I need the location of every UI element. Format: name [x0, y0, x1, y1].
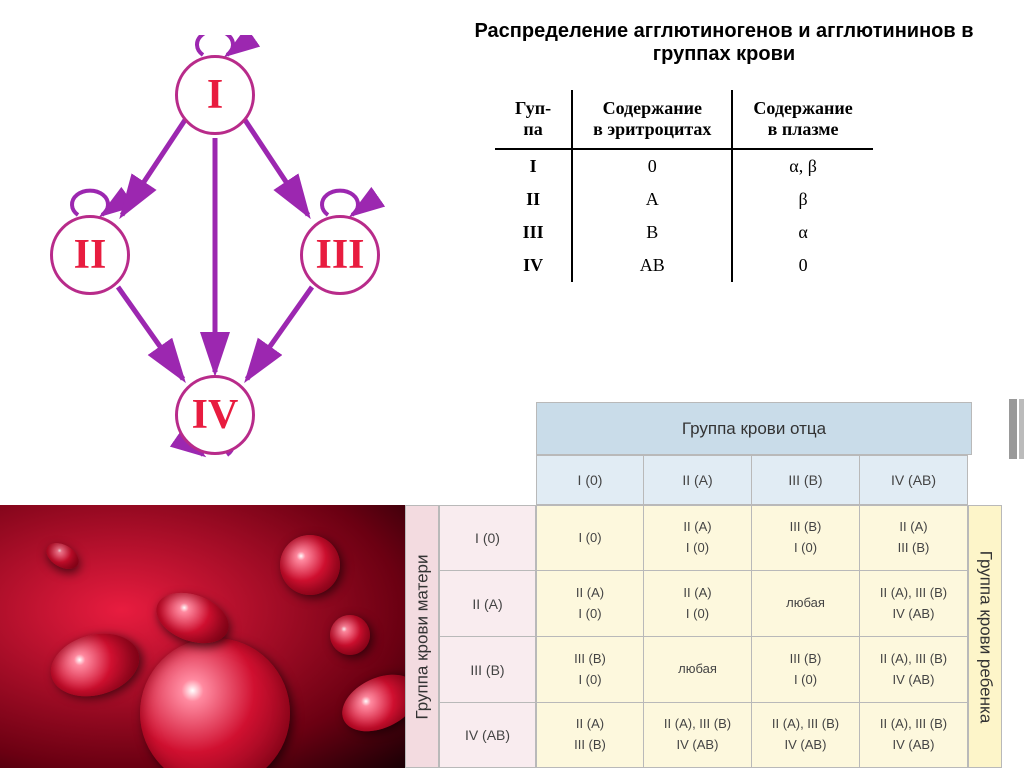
blood-cell: [333, 663, 405, 742]
child-header-label: Группа крови ребенка: [975, 550, 995, 723]
cell: AB: [572, 249, 732, 282]
inheritance-cell: III (B) I (0): [536, 637, 644, 703]
cell: 0: [572, 149, 732, 183]
inheritance-cell: III (B) I (0): [752, 637, 860, 703]
inheritance-cell: II (A), III (B) IV (AB): [860, 637, 968, 703]
inheritance-cell: II (A) III (B): [536, 703, 644, 768]
inheritance-cell: II (A) I (0): [536, 571, 644, 637]
cell: II: [495, 183, 572, 216]
table1-row: IIAβ: [495, 183, 873, 216]
cell: β: [732, 183, 872, 216]
cell: A: [572, 183, 732, 216]
father-col-3: IV (AB): [860, 455, 968, 505]
inheritance-cell: I (0): [536, 505, 644, 571]
cell: III: [495, 216, 572, 249]
inheritance-cell: II (A) I (0): [644, 505, 752, 571]
father-col-0: I (0): [536, 455, 644, 505]
mother-row-1: II (A): [439, 571, 536, 637]
inheritance-cell: II (A) III (B): [860, 505, 968, 571]
blood-cells-image: [0, 505, 405, 768]
table1-col-2: Содержание в плазме: [732, 90, 872, 149]
child-header: Группа крови ребенка: [968, 505, 1002, 768]
mother-row-2: III (B): [439, 637, 536, 703]
table1-col-0: Гуп- па: [495, 90, 572, 149]
cell: B: [572, 216, 732, 249]
mother-header-label: Группа крови матери: [412, 554, 432, 719]
father-header: Группа крови отца: [536, 402, 972, 455]
blood-cell: [330, 615, 370, 655]
cell: I: [495, 149, 572, 183]
agglutinogen-table: Гуп- па Содержание в эритроцитах Содержа…: [495, 90, 873, 282]
mother-row-3: IV (AB): [439, 703, 536, 768]
inheritance-cell: III (B) I (0): [752, 505, 860, 571]
node-IV: IV: [175, 375, 255, 455]
node-I: I: [175, 55, 255, 135]
cell: IV: [495, 249, 572, 282]
inheritance-cell: любая: [752, 571, 860, 637]
blood-cell: [140, 638, 290, 768]
inheritance-cell: II (A), III (B) IV (AB): [860, 703, 968, 768]
node-III: III: [300, 215, 380, 295]
table1-header-row: Гуп- па Содержание в эритроцитах Содержа…: [495, 90, 873, 149]
decoration-bar: [1009, 399, 1017, 459]
inheritance-cell: II (A), III (B) IV (AB): [752, 703, 860, 768]
mother-header: Группа крови матери: [405, 505, 439, 768]
blood-group-diagram: I II III IV: [20, 35, 420, 465]
father-col-1: II (A): [644, 455, 752, 505]
inheritance-cell: II (A) I (0): [644, 571, 752, 637]
cell: α, β: [732, 149, 872, 183]
inheritance-cell: любая: [644, 637, 752, 703]
table1-row: IIIBα: [495, 216, 873, 249]
inheritance-cell: II (A), III (B) IV (AB): [860, 571, 968, 637]
node-II: II: [50, 215, 130, 295]
table1-title: Распределение агглютиногенов и агглютини…: [474, 20, 974, 66]
blood-cell: [280, 535, 340, 595]
table1-row: I0α, β: [495, 149, 873, 183]
inheritance-cell: II (A), III (B) IV (AB): [644, 703, 752, 768]
blood-cell: [44, 624, 146, 705]
decoration-bar: [1019, 399, 1024, 459]
mother-rows: I (0) II (A) III (B) IV (AB): [439, 505, 536, 768]
blood-cell: [42, 538, 83, 575]
mother-row-0: I (0): [439, 505, 536, 571]
cell: 0: [732, 249, 872, 282]
cell: α: [732, 216, 872, 249]
table1-col-1: Содержание в эритроцитах: [572, 90, 732, 149]
table1-row: IVAB0: [495, 249, 873, 282]
father-col-2: III (B): [752, 455, 860, 505]
father-columns: I (0) II (A) III (B) IV (AB): [536, 455, 968, 505]
